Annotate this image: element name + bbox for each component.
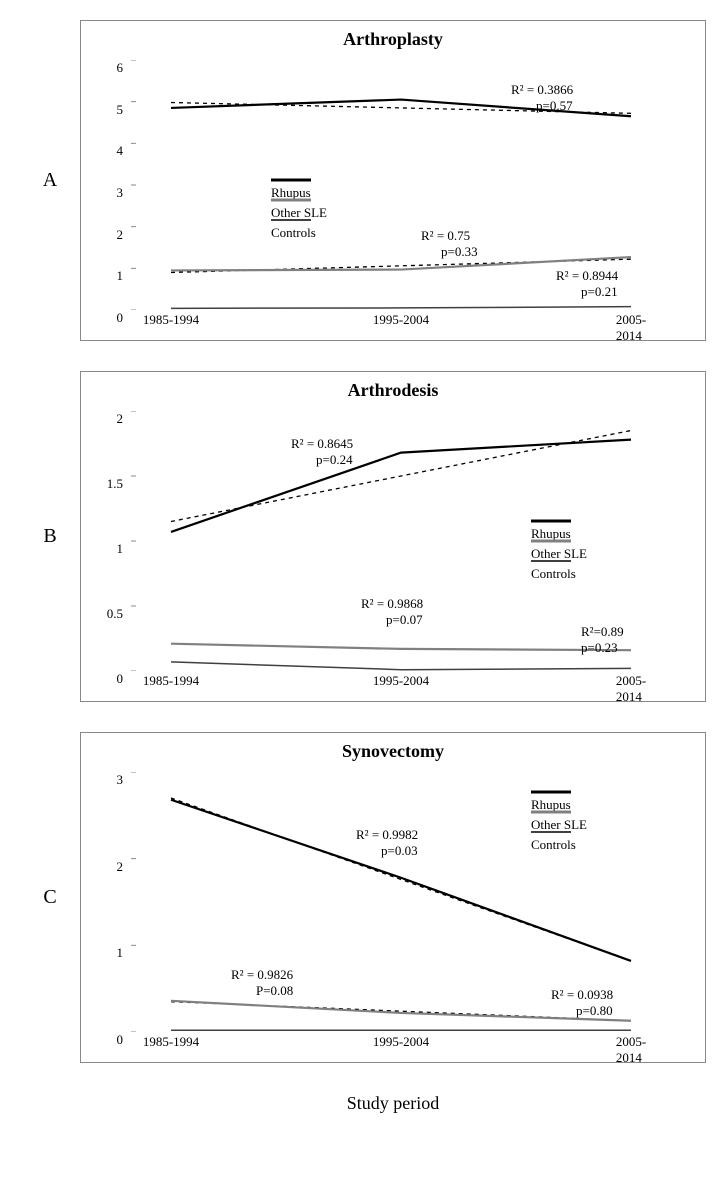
plot-area-a: 01234561985-19941995-20042005-2014Rhupus… <box>131 60 661 330</box>
annotation: p=0.07 <box>386 612 423 628</box>
panel-row-b: B Arthrodesis 0 0.5 1 1.5 2 1985-1994 1995-200… <box>20 371 706 702</box>
legend-line-icon <box>531 516 573 526</box>
x-tick-label: 1995-2004 <box>373 673 429 689</box>
annotation: R²=0.89 <box>581 624 624 640</box>
y-tick-label: 3 <box>93 185 123 201</box>
annotation: R² = 0.9826 <box>231 967 293 983</box>
y-tick-label: 1 <box>93 541 123 557</box>
x-tick-label: 2005-2014 <box>616 1034 646 1066</box>
annotation: R² = 0.3866 <box>511 82 573 98</box>
legend-line-icon <box>271 195 313 205</box>
x-tick-label: 1985-1994 <box>143 1034 199 1050</box>
figure: A Arthroplasty 0 1 2 3 4 5 6 1985-1994 1995-2004… <box>20 20 706 1114</box>
annotation: p=0.24 <box>316 452 353 468</box>
series-line-controls <box>171 662 631 670</box>
chart-title-c: Synovectomy <box>81 733 705 762</box>
panel-label-a: A <box>20 169 80 192</box>
legend-line-icon <box>271 175 313 185</box>
legend-line-icon <box>271 215 313 225</box>
annotation: p=0.80 <box>576 1003 613 1019</box>
series-line-controls <box>171 307 631 309</box>
legend-line-icon <box>531 827 573 837</box>
y-tick-label: 6 <box>93 60 123 76</box>
legend-label: Controls <box>531 566 576 581</box>
x-tick-label: 2005-2014 <box>616 673 646 705</box>
legend-line-icon <box>531 787 573 797</box>
chart-title-a: Arthroplasty <box>81 21 705 50</box>
plot-area-b: 00.511.521985-19941995-20042005-2014Rhup… <box>131 411 661 691</box>
y-tick-label: 0 <box>93 671 123 687</box>
plot-area-c: 01231985-19941995-20042005-2014RhupusOth… <box>131 772 661 1052</box>
annotation: R² = 0.0938 <box>551 987 613 1003</box>
y-tick-label: 1.5 <box>93 476 123 492</box>
annotation: R² = 0.8944 <box>556 268 618 284</box>
chart-arthroplasty: Arthroplasty 0 1 2 3 4 5 6 1985-1994 1995-2004 20… <box>80 20 706 341</box>
x-tick-label: 2005-2014 <box>616 312 646 344</box>
annotation: p=0.33 <box>441 244 478 260</box>
legend-line-icon <box>531 556 573 566</box>
y-tick-label: 2 <box>93 411 123 427</box>
y-tick-label: 4 <box>93 143 123 159</box>
annotation: R² = 0.8645 <box>291 436 353 452</box>
annotation: p=0.23 <box>581 640 618 656</box>
x-tick-label: 1985-1994 <box>143 312 199 328</box>
legend-item-controls: Controls <box>271 215 319 241</box>
y-tick-label: 2 <box>93 227 123 243</box>
x-tick-label: 1985-1994 <box>143 673 199 689</box>
panel-row-a: A Arthroplasty 0 1 2 3 4 5 6 1985-1994 1995-2004… <box>20 20 706 341</box>
series-line-other-sle <box>171 1001 631 1021</box>
y-tick-label: 2 <box>93 859 123 875</box>
x-axis-title: Study period <box>80 1093 706 1114</box>
panel-row-c: C Synovectomy 0 1 2 3 1985-1994 1995-2004 2005… <box>20 732 706 1063</box>
annotation: p=0.03 <box>381 843 418 859</box>
x-tick-label: 1995-2004 <box>373 312 429 328</box>
annotation: P=0.08 <box>256 983 293 999</box>
series-line-other-sle <box>171 644 631 651</box>
panel-label-b: B <box>20 525 80 548</box>
y-tick-label: 0 <box>93 1032 123 1048</box>
y-tick-label: 1 <box>93 268 123 284</box>
annotation: R² = 0.75 <box>421 228 470 244</box>
chart-arthrodesis: Arthrodesis 0 0.5 1 1.5 2 1985-1994 1995-2004 2… <box>80 371 706 702</box>
y-tick-label: 0 <box>93 310 123 326</box>
annotation: R² = 0.9982 <box>356 827 418 843</box>
annotation: p=0.57 <box>536 98 573 114</box>
chart-synovectomy: Synovectomy 0 1 2 3 1985-1994 1995-2004 2005-2… <box>80 732 706 1063</box>
legend-item-controls: Controls <box>531 827 579 853</box>
legend-item-controls: Controls <box>531 556 579 582</box>
legend-label: Controls <box>271 225 316 240</box>
legend-label: Controls <box>531 837 576 852</box>
y-tick-label: 0.5 <box>93 606 123 622</box>
annotation: p=0.21 <box>581 284 618 300</box>
x-tick-label: 1995-2004 <box>373 1034 429 1050</box>
panel-label-c: C <box>20 886 80 909</box>
annotation: R² = 0.9868 <box>361 596 423 612</box>
legend-line-icon <box>531 536 573 546</box>
chart-title-b: Arthrodesis <box>81 372 705 401</box>
y-tick-label: 1 <box>93 945 123 961</box>
y-tick-label: 5 <box>93 102 123 118</box>
legend-line-icon <box>531 807 573 817</box>
y-tick-label: 3 <box>93 772 123 788</box>
